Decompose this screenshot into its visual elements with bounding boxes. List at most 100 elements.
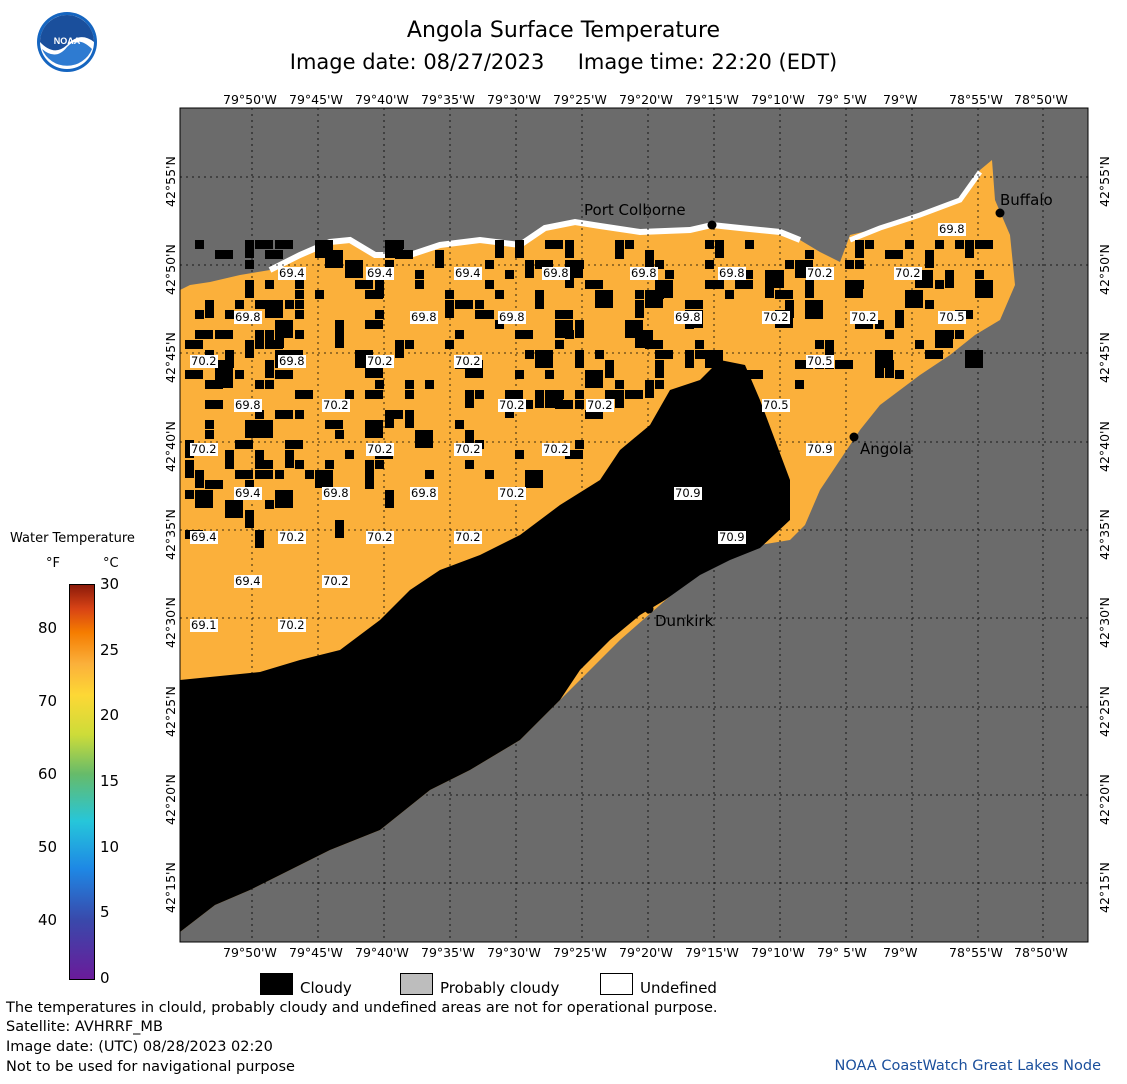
temp-label: 69.8 [234,310,262,324]
temp-label: 70.2 [366,354,394,368]
temp-label: 69.8 [278,354,306,368]
legend-colorbar [69,584,95,980]
lon-tick-top: 79° 5'W [817,92,867,107]
lon-tick-bottom: 79°30'W [487,945,541,960]
lon-tick-bottom: 79°W [883,945,918,960]
lat-tick-right: 42°45'N [1097,332,1112,383]
map-graticule [180,108,1088,942]
city-marker-angola [849,432,859,442]
legend-tick-f: 40 [38,910,58,929]
legend-title: Water Temperature [10,531,135,546]
temp-label: 69.8 [630,266,658,280]
cloudy-swatch [260,973,293,995]
temp-label: 70.2 [498,398,526,412]
temp-label: 70.9 [718,530,746,544]
lat-tick-left: 42°45'N [163,332,178,383]
temp-label: 70.2 [190,354,218,368]
temp-label: 69.4 [454,266,482,280]
temp-label: 69.8 [234,398,262,412]
utc-date-text: Image date: (UTC) 08/28/2023 02:20 [6,1039,273,1055]
temp-label: 69.8 [410,310,438,324]
lon-tick-top: 79°10'W [751,92,805,107]
lat-tick-right: 42°35'N [1097,509,1112,560]
lat-tick-left: 42°35'N [163,509,178,560]
lat-tick-right: 42°25'N [1097,686,1112,737]
temp-label: 69.1 [190,618,218,632]
city-marker-buffalo [995,208,1005,218]
lon-tick-top: 79°45'W [289,92,343,107]
cloud-region [180,360,790,932]
temp-label: 70.2 [454,442,482,456]
temp-label: 70.2 [542,442,570,456]
temp-label: 69.8 [938,222,966,236]
lon-tick-top: 79°40'W [355,92,409,107]
lon-tick-top: 79°50'W [223,92,277,107]
lon-tick-top: 79°W [883,92,918,107]
legend-tick-c: 20 [100,706,120,725]
temp-label: 70.2 [894,266,922,280]
temp-label: 70.2 [498,486,526,500]
lat-tick-right: 42°20'N [1097,774,1112,825]
temp-label: 69.8 [410,486,438,500]
credit-text: NOAA CoastWatch Great Lakes Node [834,1058,1101,1074]
legend-unit-c: °C [103,556,119,571]
legend-tick-c: 10 [100,837,120,856]
temp-label: 70.2 [762,310,790,324]
lon-tick-bottom: 79°35'W [421,945,475,960]
temp-label: 70.5 [806,354,834,368]
lon-tick-top: 79°35'W [421,92,475,107]
legend-tick-f: 50 [38,837,58,856]
temp-label: 70.2 [322,574,350,588]
temp-label: 70.2 [454,354,482,368]
legend-tick-f: 70 [38,691,58,710]
temp-label: 70.2 [850,310,878,324]
satellite-text: Satellite: AVHRRF_MB [6,1019,163,1035]
page-title: Angola Surface Temperature [406,18,721,43]
undefined-label: Undefined [640,979,717,997]
lat-tick-right: 42°30'N [1097,597,1112,648]
lon-tick-bottom: 79°50'W [223,945,277,960]
city-marker-port-colborne [707,220,717,230]
lat-tick-left: 42°30'N [163,597,178,648]
temp-label: 69.8 [542,266,570,280]
city-label-angola: Angola [860,440,912,458]
probably-cloudy-label: Probably cloudy [440,979,560,997]
lat-tick-right: 42°15'N [1097,862,1112,913]
city-marker-dunkirk [644,604,654,614]
temp-label: 70.2 [322,398,350,412]
temp-label: 69.4 [278,266,306,280]
lat-tick-left: 42°15'N [163,862,178,913]
noaa-logo-text: NOAA [54,36,81,46]
lat-tick-right: 42°55'N [1097,156,1112,207]
temp-label: 69.8 [674,310,702,324]
legend-tick-c: 30 [100,575,120,593]
lat-tick-left: 42°25'N [163,686,178,737]
undefined-swatch [600,973,633,995]
lat-tick-left: 42°20'N [163,774,178,825]
legend-tick-f: 80 [38,618,58,637]
lat-tick-right: 42°40'N [1097,421,1112,472]
city-label-buffalo: Buffalo [1000,191,1053,209]
temp-label: 70.2 [278,618,306,632]
temp-label: 70.2 [366,530,394,544]
lon-tick-bottom: 79°40'W [355,945,409,960]
temp-label: 69.8 [718,266,746,280]
noaa-logo-icon: NOAA [37,12,97,72]
legend-tick-c: 0 [100,969,110,987]
disclaimer-text: The temperatures in clould, probably clo… [6,1000,718,1016]
temp-label: 70.2 [806,266,834,280]
lon-tick-top: 78°55'W [949,92,1003,107]
temp-label: 70.2 [190,442,218,456]
lat-tick-left: 42°40'N [163,421,178,472]
lon-tick-bottom: 79°10'W [751,945,805,960]
legend-tick-c: 25 [100,640,120,659]
temp-label: 69.4 [234,486,262,500]
lon-tick-bottom: 79°25'W [553,945,607,960]
legend-unit-f: °F [46,556,60,571]
lat-tick-left: 42°50'N [163,244,178,295]
temp-label: 70.5 [762,398,790,412]
undefined-shore-east [849,170,983,243]
legend-tick-c: 5 [100,903,110,922]
city-label-dunkirk: Dunkirk [655,612,714,630]
temp-label: 70.9 [806,442,834,456]
